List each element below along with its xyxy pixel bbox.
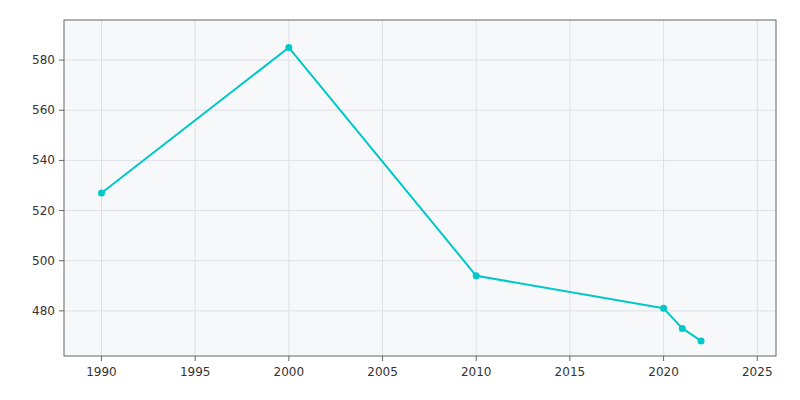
tick-x <box>476 356 477 361</box>
data-layer <box>98 44 705 344</box>
grid-line-y <box>64 260 776 261</box>
tick-label-x: 2020 <box>648 365 679 379</box>
tick-y <box>59 160 64 161</box>
grid-line-x <box>101 20 102 356</box>
grid-line-y <box>64 310 776 311</box>
plot-frame <box>64 20 776 356</box>
tick-x <box>663 356 664 361</box>
plot-background <box>64 20 776 356</box>
tick-y <box>59 260 64 261</box>
tick-label-x: 2025 <box>742 365 773 379</box>
tick-label-x: 1995 <box>180 365 211 379</box>
tick-x <box>288 356 289 361</box>
tick-x <box>382 356 383 361</box>
tick-label-x: 2010 <box>461 365 492 379</box>
tick-x <box>569 356 570 361</box>
tick-label-x: 2000 <box>274 365 305 379</box>
point <box>698 337 705 344</box>
grid-line-y <box>64 210 776 211</box>
chart-svg: 1990 1995 2000 2005 2010 2015 2020 2025 480 500 52… <box>0 0 800 400</box>
point <box>285 44 292 51</box>
tick-label-y: 540 <box>32 153 55 167</box>
point <box>473 272 480 279</box>
tick-y <box>59 60 64 61</box>
grid <box>64 20 776 356</box>
grid-line-x <box>382 20 383 356</box>
tick-label-y: 500 <box>32 254 55 268</box>
tick-label-y: 560 <box>32 103 55 117</box>
grid-line-y <box>64 110 776 111</box>
tick-x <box>101 356 102 361</box>
tick-x <box>195 356 196 361</box>
grid-line-x <box>288 20 289 356</box>
point <box>98 190 105 197</box>
line <box>101 48 701 341</box>
axes: 1990 1995 2000 2005 2010 2015 2020 2025 480 500 52… <box>32 53 772 379</box>
grid-line-x <box>569 20 570 356</box>
tick-x <box>757 356 758 361</box>
tick-y <box>59 210 64 211</box>
tick-label-x: 1990 <box>86 365 117 379</box>
chart-container: 1990 1995 2000 2005 2010 2015 2020 2025 480 500 52… <box>0 0 800 400</box>
tick-label-y: 580 <box>32 53 55 67</box>
tick-label-x: 2005 <box>367 365 398 379</box>
point <box>679 325 686 332</box>
point <box>660 305 667 312</box>
tick-label-y: 480 <box>32 304 55 318</box>
tick-y <box>59 110 64 111</box>
tick-label-x: 2015 <box>555 365 586 379</box>
tick-label-y: 520 <box>32 204 55 218</box>
grid-line-y <box>64 60 776 61</box>
grid-line-x <box>195 20 196 356</box>
grid-line-x <box>757 20 758 356</box>
grid-line-x <box>476 20 477 356</box>
tick-y <box>59 310 64 311</box>
grid-line-y <box>64 160 776 161</box>
